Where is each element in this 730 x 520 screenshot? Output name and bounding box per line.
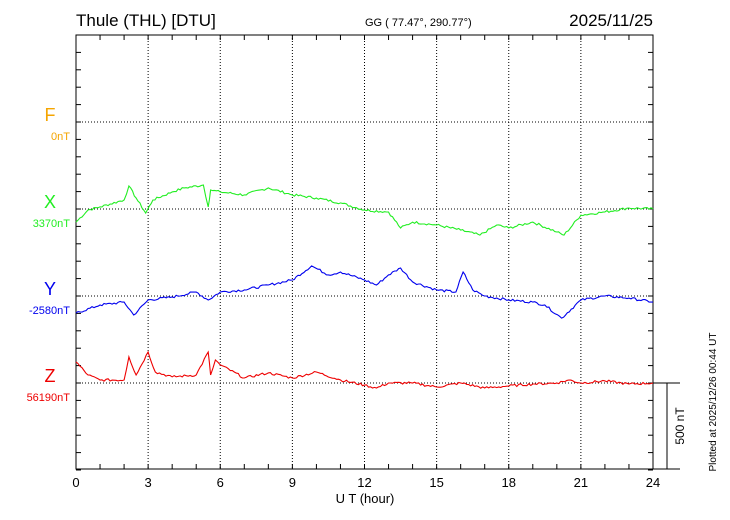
x-tick-label: 6	[217, 475, 224, 490]
x-tick-label: 9	[289, 475, 296, 490]
series-name-Z: Z	[45, 366, 56, 386]
station-title: Thule (THL) [DTU]	[76, 11, 216, 30]
trace-Y	[75, 265, 654, 319]
series-name-F: F	[45, 105, 56, 125]
traces	[75, 184, 654, 389]
trace-X	[75, 184, 654, 236]
scale-label: 500 nT	[673, 407, 687, 445]
grid	[76, 35, 653, 469]
plotted-at-label: Plotted at 2025/12/26 00:44 UT	[708, 333, 719, 472]
baseline-label-X: 3370nT	[33, 218, 71, 230]
x-tick-label: 12	[357, 475, 371, 490]
x-tick-label: 15	[429, 475, 443, 490]
x-tick-label: 21	[574, 475, 588, 490]
date-label: 2025/11/25	[569, 11, 653, 30]
series-name-X: X	[44, 192, 56, 212]
baseline-label-F: 0nT	[51, 131, 70, 143]
x-tick-labels: 0 3 6 9 12 15 18 21 24	[72, 475, 660, 490]
series-name-Y: Y	[44, 279, 56, 299]
x-tick-label: 3	[145, 475, 152, 490]
baseline-label-Y: -2580nT	[29, 305, 70, 317]
axis-ticks	[76, 34, 653, 471]
x-tick-label: 0	[72, 475, 79, 490]
plot-frame	[75, 34, 654, 470]
x-axis-label: U T (hour)	[336, 491, 395, 506]
x-tick-label: 24	[646, 475, 660, 490]
coordinates-label: GG ( 77.47°, 290.77°)	[365, 17, 472, 29]
x-tick-label: 18	[502, 475, 516, 490]
scale-bar: 500 nT	[653, 382, 687, 470]
baseline-label-Z: 56190nT	[27, 392, 71, 404]
trace-Z	[75, 350, 654, 389]
series-labels: F 0nT X 3370nT Y -2580nT Z 56190nT	[27, 105, 71, 404]
